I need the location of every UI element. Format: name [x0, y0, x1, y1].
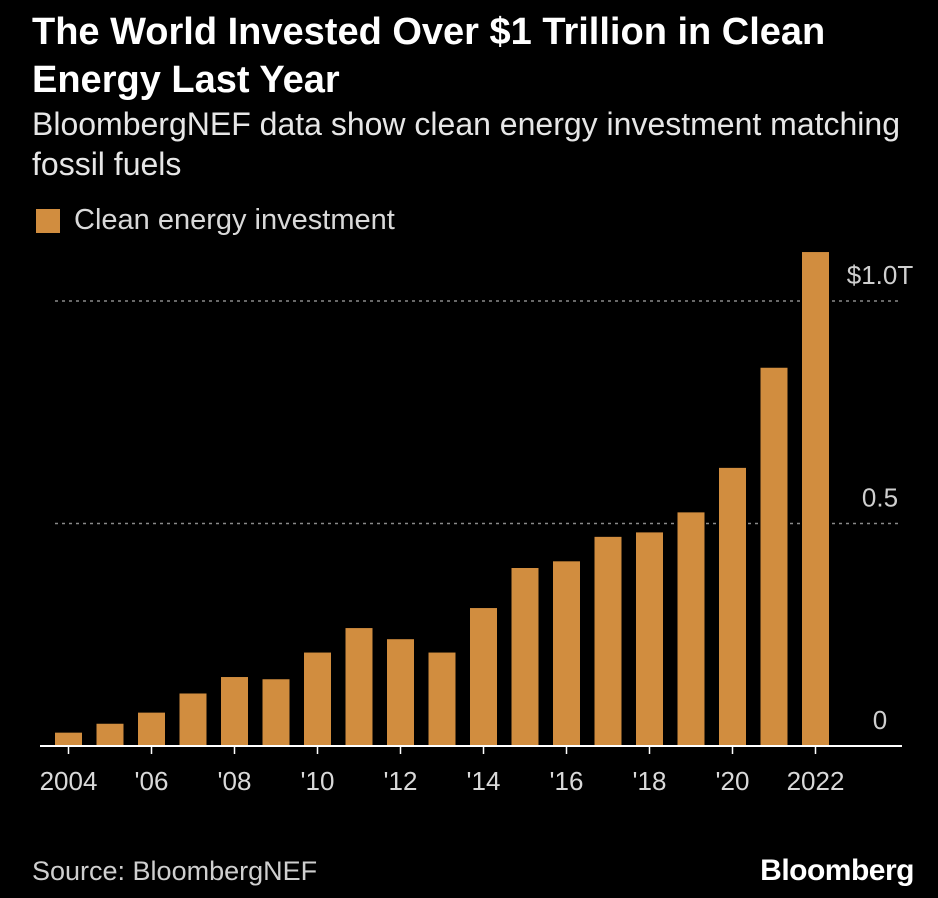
bar — [802, 252, 829, 747]
bar — [677, 512, 705, 746]
x-tick-label: '14 — [467, 766, 501, 796]
bar — [594, 536, 622, 746]
x-tick-label: 2004 — [40, 766, 98, 796]
chart-title: The World Invested Over $1 Trillion in C… — [32, 11, 826, 101]
bar — [719, 467, 746, 746]
bar — [511, 568, 539, 746]
bar — [760, 367, 788, 746]
y-tick-label: 0 — [873, 705, 887, 735]
bar — [553, 561, 580, 746]
legend: Clean energy investment — [36, 204, 395, 237]
x-tick-label: '08 — [218, 766, 252, 796]
bar — [138, 712, 165, 746]
y-tick-label: $1.0T — [847, 260, 914, 290]
bar — [428, 652, 456, 746]
x-tick-label: '06 — [135, 766, 169, 796]
bar — [636, 532, 663, 746]
bar — [345, 628, 373, 746]
legend-swatch — [36, 208, 60, 233]
bar — [55, 732, 82, 746]
y-tick-label: 0.5 — [862, 483, 898, 513]
x-tick-label: '12 — [384, 766, 418, 796]
bar — [221, 677, 248, 746]
x-tick-label: 2022 — [787, 766, 845, 796]
x-tick-label: '20 — [716, 766, 750, 796]
source-note: Source: BloombergNEF — [32, 856, 318, 886]
legend-label: Clean energy investment — [74, 204, 395, 236]
bloomberg-logo: Bloomberg — [760, 854, 914, 887]
x-tick-label: '16 — [550, 766, 584, 796]
bar — [387, 639, 414, 746]
bar — [304, 652, 331, 746]
bar — [470, 608, 497, 746]
x-tick-label: '10 — [301, 766, 335, 796]
bar — [262, 679, 290, 746]
bar — [96, 723, 124, 746]
x-tick-label: '18 — [633, 766, 667, 796]
bar — [179, 693, 207, 746]
chart-subtitle: BloombergNEF data show clean energy inve… — [32, 106, 900, 182]
